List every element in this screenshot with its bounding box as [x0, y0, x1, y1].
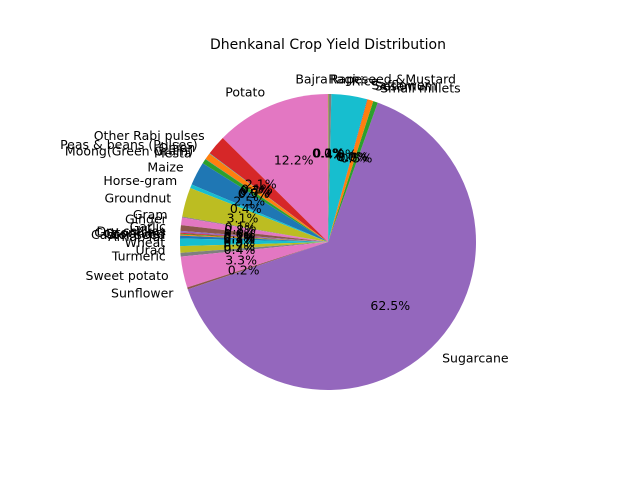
slice-label-sugarcane: Sugarcane	[442, 351, 509, 366]
slice-label-sweet-potato: Sweet potato	[86, 268, 169, 283]
slice-percent-potato: 12.2%	[274, 153, 314, 168]
slice-label-sunflower: Sunflower	[111, 286, 174, 301]
slice-label-horse-gram: Horse-gram	[103, 173, 177, 188]
slice-label-ragi: Ragi	[328, 72, 355, 87]
slice-label-potato: Potato	[225, 84, 265, 99]
slice-percent-ragi: 0.1%	[312, 146, 344, 161]
chart-title: Dhenkanal Crop Yield Distribution	[210, 37, 446, 53]
slice-label-bajra: Bajra	[295, 72, 328, 87]
slice-percent-sunflower: 0.2%	[228, 262, 260, 277]
slice-percent-sugarcane: 62.5%	[370, 298, 410, 313]
slice-label-groundnut: Groundnut	[104, 191, 171, 206]
slice-label-turmeric: Turmeric	[111, 249, 166, 264]
slice-label-maize: Maize	[147, 159, 183, 174]
